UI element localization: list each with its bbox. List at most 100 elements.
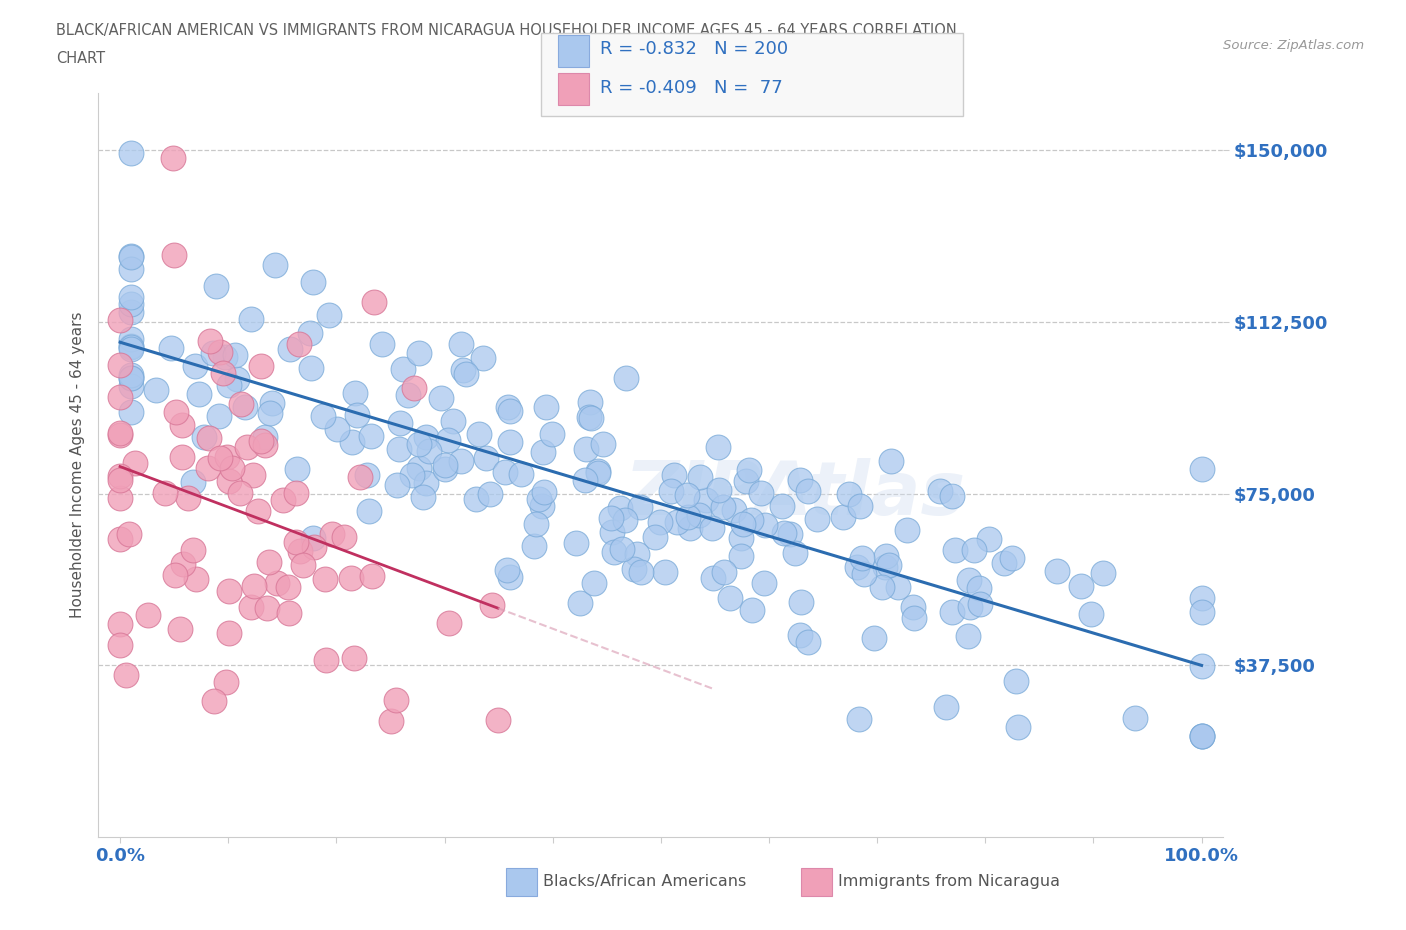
Point <box>730 531 752 546</box>
Point <box>437 616 460 631</box>
Point <box>120 405 142 420</box>
Point <box>678 510 700 525</box>
Point <box>623 562 645 577</box>
Point <box>120 249 142 264</box>
Point <box>849 499 872 514</box>
Point <box>603 544 626 559</box>
Point <box>434 458 457 472</box>
Point <box>583 576 606 591</box>
Point <box>499 569 522 584</box>
Point <box>738 463 761 478</box>
Point <box>120 248 142 263</box>
Point <box>471 351 494 365</box>
Point <box>706 439 728 454</box>
Point <box>263 258 285 272</box>
Point <box>586 465 609 480</box>
Point <box>165 405 187 419</box>
Point <box>465 492 488 507</box>
Point <box>679 521 702 536</box>
Point <box>740 512 762 527</box>
Point <box>565 535 588 550</box>
Point <box>221 460 243 475</box>
Point <box>838 486 860 501</box>
Point <box>271 493 294 508</box>
Point <box>172 449 194 464</box>
Point <box>831 510 853 525</box>
Point <box>1091 565 1114 580</box>
Point <box>773 525 796 540</box>
Point <box>479 487 502 502</box>
Point <box>291 557 314 572</box>
Point <box>541 426 564 441</box>
Point <box>783 546 806 561</box>
Point <box>302 274 325 289</box>
Point <box>797 484 820 498</box>
Point <box>136 607 159 622</box>
Point <box>530 498 553 513</box>
Point <box>796 634 818 649</box>
Text: BLACK/AFRICAN AMERICAN VS IMMIGRANTS FROM NICARAGUA HOUSEHOLDER INCOME AGES 45 -: BLACK/AFRICAN AMERICAN VS IMMIGRANTS FRO… <box>56 23 957 38</box>
Point <box>170 418 193 432</box>
Point <box>533 445 555 459</box>
Point <box>120 341 142 356</box>
Point <box>569 596 592 611</box>
Text: Immigrants from Nicaragua: Immigrants from Nicaragua <box>838 874 1060 889</box>
Point <box>218 584 240 599</box>
Point <box>408 460 430 475</box>
Point <box>288 337 311 352</box>
Point <box>735 473 758 488</box>
Point <box>450 337 472 352</box>
Point <box>863 631 886 645</box>
Point <box>214 350 236 365</box>
Point <box>202 694 225 709</box>
Point <box>499 434 522 449</box>
Point <box>1001 551 1024 565</box>
Point <box>108 637 131 652</box>
Point <box>321 527 343 542</box>
Point <box>339 570 361 585</box>
Point <box>1191 591 1213 605</box>
Point <box>396 388 419 403</box>
Point <box>145 383 167 398</box>
Point <box>665 514 688 529</box>
Point <box>887 579 910 594</box>
Point <box>120 339 142 354</box>
Point <box>169 621 191 636</box>
Point <box>359 503 381 518</box>
Point <box>262 396 284 411</box>
Point <box>644 529 666 544</box>
Point <box>120 339 142 353</box>
Point <box>941 488 963 503</box>
Point <box>363 295 385 310</box>
Point <box>184 359 207 374</box>
Point <box>233 399 256 414</box>
Point <box>969 596 991 611</box>
Point <box>441 414 464 429</box>
Point <box>945 542 967 557</box>
Point <box>120 289 142 304</box>
Point <box>108 472 131 487</box>
Point <box>993 555 1015 570</box>
Y-axis label: Householder Income Ages 45 - 64 years: Householder Income Ages 45 - 64 years <box>69 312 84 618</box>
Point <box>120 332 142 347</box>
Point <box>120 379 142 393</box>
Point <box>700 520 723 535</box>
Point <box>114 668 136 683</box>
Point <box>749 485 772 500</box>
Point <box>163 568 186 583</box>
Point <box>344 386 367 401</box>
Point <box>852 566 875 581</box>
Point <box>209 344 232 359</box>
Point <box>120 145 142 160</box>
Point <box>120 367 142 382</box>
Point <box>285 535 308 550</box>
Point <box>600 525 623 539</box>
Point <box>935 699 957 714</box>
Point <box>218 378 240 392</box>
Point <box>957 573 980 588</box>
Point <box>162 151 184 166</box>
Point <box>415 430 437 445</box>
Point <box>120 261 142 276</box>
Point <box>848 711 870 726</box>
Point <box>1123 711 1146 725</box>
